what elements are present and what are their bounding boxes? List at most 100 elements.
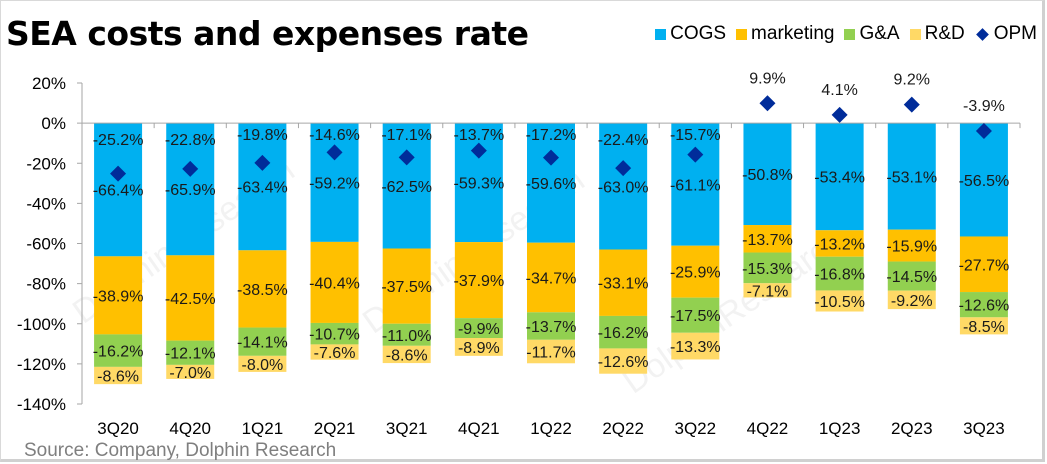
data-label-cogs: -63.0% [598, 179, 649, 196]
opm-data-label: -25.2% [93, 132, 144, 149]
chart-title: SEA costs and expenses rate [6, 14, 529, 53]
bar-ga [94, 334, 143, 367]
x-tick-label: 2Q23 [891, 419, 933, 438]
bar-ga [238, 327, 287, 356]
data-label-rd: -7.6% [314, 345, 356, 362]
data-label-ga: -15.3% [742, 261, 793, 278]
bar-ga [527, 312, 575, 340]
bar-cogs [310, 123, 359, 242]
bar-marketing [815, 230, 864, 257]
bar-ga [166, 340, 215, 365]
opm-marker [759, 95, 776, 112]
bar-marketing [310, 241, 359, 323]
legend-swatch-marketing [736, 28, 748, 40]
opm-marker [615, 160, 632, 177]
data-label-rd: -13.3% [670, 339, 721, 356]
bar-rd [382, 345, 431, 364]
data-label-marketing: -40.4% [309, 275, 360, 292]
bar-ga [887, 261, 936, 291]
legend-label-cogs: COGS [670, 23, 727, 44]
bar-marketing [959, 236, 1008, 293]
data-label-cogs: -53.4% [814, 170, 865, 187]
x-tick-label: 1Q23 [819, 419, 861, 438]
legend-item-cogs: COGS [655, 23, 726, 45]
x-tick-label: 3Q23 [963, 419, 1005, 438]
data-label-cogs: -53.1% [886, 169, 937, 186]
opm-marker [110, 165, 127, 182]
data-label-cogs: -56.5% [959, 173, 1010, 190]
data-label-cogs: -62.5% [381, 179, 432, 196]
legend-item-ga: G&A [844, 23, 900, 45]
legend-item-rd: R&D [909, 23, 965, 45]
data-label-marketing: -33.1% [598, 276, 649, 293]
data-label-cogs: -61.1% [670, 177, 721, 194]
data-label-ga: -12.1% [165, 346, 216, 363]
opm-data-label: -13.7% [453, 127, 504, 144]
data-label-ga: -11.0% [382, 328, 432, 345]
bar-marketing [454, 242, 503, 319]
data-label-ga: -9.9% [458, 321, 500, 338]
opm-data-label: -19.8% [237, 127, 288, 144]
data-label-rd: -10.5% [814, 294, 865, 311]
legend-item-opm: OPM [975, 23, 1037, 45]
opm-marker [398, 149, 415, 166]
bar-rd [454, 337, 503, 356]
data-label-cogs: -59.6% [526, 176, 577, 193]
data-label-rd: -8.0% [241, 357, 283, 374]
data-label-marketing: -37.9% [453, 273, 504, 290]
data-label-rd: -8.9% [458, 340, 500, 357]
data-label-ga: -14.5% [886, 269, 937, 286]
bar-cogs [671, 123, 720, 246]
data-label-rd: -8.5% [963, 319, 1005, 336]
data-label-cogs: -65.9% [165, 182, 216, 199]
bar-ga [310, 322, 359, 345]
legend-label-opm: OPM [993, 23, 1037, 44]
data-label-marketing: -27.7% [959, 257, 1010, 274]
bar-ga [815, 256, 864, 291]
bar-marketing [887, 229, 936, 262]
data-label-marketing: -34.7% [526, 271, 577, 288]
bar-ga [671, 297, 720, 333]
x-tick-label: 4Q22 [747, 419, 789, 438]
data-label-ga: -12.6% [959, 298, 1010, 315]
opm-marker [831, 106, 848, 123]
bar-marketing [527, 242, 575, 313]
opm-marker [470, 142, 487, 159]
opm-data-label: -22.4% [598, 132, 649, 149]
bar-marketing [238, 250, 287, 328]
bar-rd [238, 355, 287, 372]
bar-marketing [94, 256, 143, 335]
x-tick-label: 1Q22 [530, 419, 572, 438]
data-label-cogs: -59.3% [453, 176, 504, 193]
legend-label-marketing: marketing [751, 23, 835, 44]
bar-cogs [887, 123, 936, 230]
data-label-rd: -12.6% [598, 354, 649, 371]
bar-ga [599, 315, 648, 349]
opm-marker [687, 146, 704, 163]
bar-rd [599, 348, 648, 374]
legend-swatch-rd [909, 28, 921, 40]
data-label-ga: -10.7% [309, 327, 360, 344]
data-label-ga: -17.5% [670, 308, 721, 325]
legend-label-ga: G&A [859, 23, 900, 44]
x-tick-label: 2Q22 [602, 419, 644, 438]
data-label-rd: -7.0% [169, 365, 211, 382]
opm-marker [975, 122, 992, 139]
opm-marker [326, 144, 343, 161]
opm-marker [903, 96, 920, 113]
data-label-rd: -9.2% [891, 293, 933, 310]
bar-cogs [527, 123, 575, 243]
data-label-cogs: -63.4% [237, 180, 288, 197]
x-tick-label: 3Q21 [386, 419, 428, 438]
opm-data-label: 9.2% [894, 72, 930, 89]
bar-rd [310, 344, 359, 360]
x-tick-label: 1Q21 [242, 419, 284, 438]
data-label-rd: -7.1% [747, 283, 789, 300]
opm-marker [182, 160, 199, 177]
bar-marketing [382, 248, 431, 324]
bar-cogs [599, 123, 648, 250]
bar-ga [959, 292, 1008, 318]
y-tick-label: -80% [26, 275, 66, 294]
